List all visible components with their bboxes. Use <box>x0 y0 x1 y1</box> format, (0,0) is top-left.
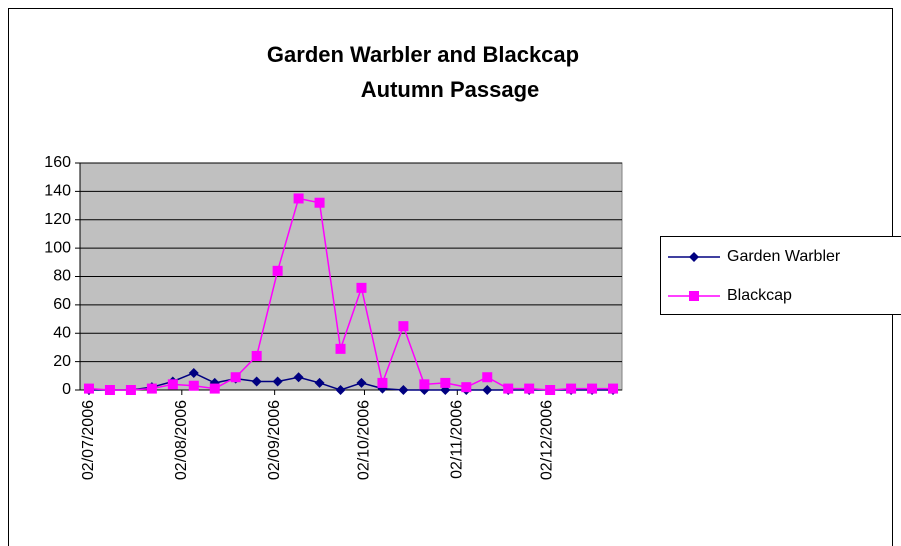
y-tick-label: 120 <box>44 211 71 228</box>
data-point <box>377 377 388 388</box>
data-point <box>293 193 304 204</box>
chart-title: Garden Warbler and Blackcap <box>267 42 579 67</box>
data-point <box>587 383 598 394</box>
data-point <box>251 350 262 361</box>
data-point <box>209 383 220 394</box>
y-tick-label: 60 <box>53 296 71 313</box>
data-point <box>104 385 115 395</box>
x-tick-label: 02/12/2006 <box>538 400 555 480</box>
y-tick-label: 80 <box>53 268 71 285</box>
data-point <box>272 376 283 387</box>
data-point <box>188 367 199 378</box>
data-point <box>398 321 409 332</box>
chart-title: Autumn Passage <box>361 77 540 102</box>
x-tick-label: 02/10/2006 <box>356 400 373 480</box>
legend <box>660 236 901 315</box>
data-point <box>503 383 514 394</box>
data-point <box>335 385 346 395</box>
y-tick-label: 40 <box>53 324 71 341</box>
data-point <box>419 379 430 390</box>
data-point <box>230 372 241 383</box>
legend-label: Garden Warbler <box>727 248 841 265</box>
x-tick-label: 02/08/2006 <box>173 400 190 480</box>
data-point <box>314 197 325 208</box>
legend-marker <box>689 252 699 262</box>
data-point <box>188 380 199 391</box>
data-point <box>608 383 619 394</box>
legend-label: Blackcap <box>727 287 792 304</box>
data-point <box>314 377 325 388</box>
data-point <box>125 385 136 395</box>
y-tick-label: 140 <box>44 183 71 200</box>
data-point <box>146 383 157 394</box>
x-tick-label: 02/11/2006 <box>449 400 466 479</box>
x-tick-label: 02/07/2006 <box>80 400 97 480</box>
data-point <box>461 382 472 393</box>
data-point <box>83 383 94 394</box>
y-tick-label: 20 <box>53 353 71 370</box>
legend-marker <box>689 291 699 301</box>
data-point <box>566 383 577 394</box>
data-point <box>482 385 493 395</box>
y-tick-label: 160 <box>44 154 71 171</box>
data-point <box>545 385 556 395</box>
data-point <box>440 377 451 388</box>
x-tick-label: 02/09/2006 <box>266 400 283 480</box>
data-point <box>293 372 304 383</box>
data-point <box>398 385 409 395</box>
data-point <box>335 343 346 354</box>
data-point <box>167 379 178 390</box>
y-tick-label: 100 <box>44 239 71 256</box>
data-point <box>524 383 535 394</box>
data-point <box>272 265 283 276</box>
data-point <box>482 372 493 383</box>
data-point <box>251 376 262 387</box>
data-point <box>356 377 367 388</box>
data-point <box>356 282 367 293</box>
y-tick-label: 0 <box>62 381 71 398</box>
